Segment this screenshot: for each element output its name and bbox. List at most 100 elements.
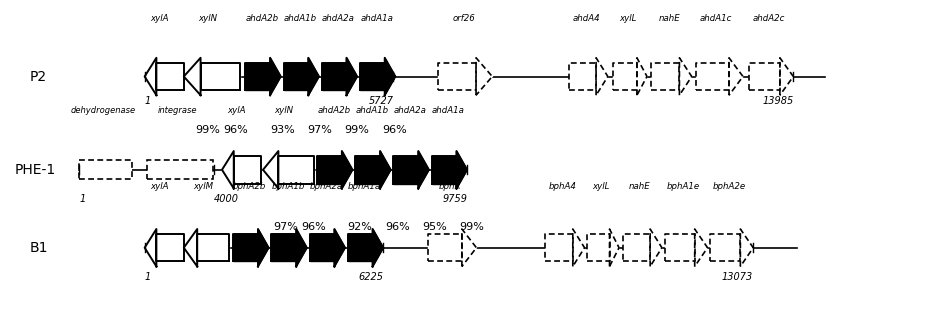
Bar bbox=[80, 160, 131, 179]
Polygon shape bbox=[613, 63, 637, 90]
Bar bbox=[147, 160, 213, 179]
Polygon shape bbox=[588, 234, 610, 261]
Polygon shape bbox=[184, 58, 201, 95]
Polygon shape bbox=[335, 229, 345, 266]
Polygon shape bbox=[321, 63, 346, 90]
Polygon shape bbox=[780, 58, 793, 95]
Text: xylN: xylN bbox=[274, 106, 293, 115]
Polygon shape bbox=[145, 58, 156, 95]
Polygon shape bbox=[432, 156, 456, 183]
Polygon shape bbox=[748, 63, 780, 90]
Polygon shape bbox=[650, 63, 679, 90]
Text: orf26: orf26 bbox=[453, 14, 476, 23]
Polygon shape bbox=[418, 151, 429, 188]
Text: ahdA2a: ahdA2a bbox=[322, 14, 355, 23]
Text: ahdA2b: ahdA2b bbox=[318, 106, 350, 115]
Text: ahdA2b: ahdA2b bbox=[245, 14, 279, 23]
Text: 1: 1 bbox=[145, 96, 151, 106]
Text: 6225: 6225 bbox=[359, 272, 383, 282]
Polygon shape bbox=[546, 234, 573, 261]
Polygon shape bbox=[296, 229, 307, 266]
Polygon shape bbox=[222, 151, 234, 188]
Text: 4000: 4000 bbox=[214, 194, 239, 204]
Polygon shape bbox=[380, 151, 391, 188]
Polygon shape bbox=[694, 229, 708, 266]
Polygon shape bbox=[596, 58, 608, 95]
Text: 99%: 99% bbox=[459, 222, 484, 232]
Polygon shape bbox=[573, 229, 585, 266]
Polygon shape bbox=[569, 63, 596, 90]
Polygon shape bbox=[456, 151, 467, 188]
Polygon shape bbox=[283, 63, 308, 90]
Text: ahdA1c: ahdA1c bbox=[700, 14, 732, 23]
Text: ahdA1a: ahdA1a bbox=[432, 106, 465, 115]
Text: 99%: 99% bbox=[344, 125, 370, 135]
Polygon shape bbox=[729, 58, 743, 95]
Polygon shape bbox=[184, 229, 197, 266]
Polygon shape bbox=[476, 58, 493, 95]
Text: ahdA2c: ahdA2c bbox=[753, 14, 786, 23]
Polygon shape bbox=[234, 156, 262, 183]
Polygon shape bbox=[317, 156, 341, 183]
Text: 1: 1 bbox=[80, 194, 86, 204]
Polygon shape bbox=[258, 229, 268, 266]
Polygon shape bbox=[348, 234, 373, 261]
Polygon shape bbox=[145, 229, 156, 266]
Polygon shape bbox=[610, 229, 619, 266]
Polygon shape bbox=[438, 63, 476, 90]
Text: xylM: xylM bbox=[193, 182, 213, 191]
Text: 9759: 9759 bbox=[442, 194, 467, 204]
Polygon shape bbox=[710, 234, 741, 261]
Polygon shape bbox=[650, 229, 662, 266]
Polygon shape bbox=[310, 234, 335, 261]
Text: B1: B1 bbox=[30, 241, 49, 255]
Text: 96%: 96% bbox=[382, 125, 407, 135]
Text: 5727: 5727 bbox=[368, 96, 394, 106]
Text: 95%: 95% bbox=[422, 222, 447, 232]
Polygon shape bbox=[741, 229, 753, 266]
Text: nahE: nahE bbox=[658, 14, 680, 23]
Polygon shape bbox=[263, 151, 279, 188]
Polygon shape bbox=[428, 234, 462, 261]
Polygon shape bbox=[156, 234, 184, 261]
Text: 99%: 99% bbox=[196, 125, 221, 135]
Polygon shape bbox=[341, 151, 353, 188]
Polygon shape bbox=[270, 58, 281, 95]
Text: 1: 1 bbox=[145, 272, 151, 282]
Polygon shape bbox=[394, 156, 418, 183]
Text: xylA: xylA bbox=[150, 182, 169, 191]
Polygon shape bbox=[696, 63, 729, 90]
Text: PHE-1: PHE-1 bbox=[14, 163, 55, 177]
Text: 96%: 96% bbox=[301, 222, 325, 232]
Text: bphA1b: bphA1b bbox=[271, 182, 305, 191]
Text: xylA: xylA bbox=[150, 14, 169, 23]
Text: bphA4: bphA4 bbox=[548, 182, 576, 191]
Text: ahdA2a: ahdA2a bbox=[394, 106, 427, 115]
Polygon shape bbox=[623, 234, 650, 261]
Polygon shape bbox=[359, 63, 385, 90]
Text: 96%: 96% bbox=[223, 125, 248, 135]
Text: P2: P2 bbox=[30, 70, 48, 84]
Text: bphA1e: bphA1e bbox=[667, 182, 700, 191]
Text: 97%: 97% bbox=[273, 222, 298, 232]
Polygon shape bbox=[156, 63, 184, 90]
Text: nahE: nahE bbox=[629, 182, 650, 191]
Text: 93%: 93% bbox=[270, 125, 295, 135]
Polygon shape bbox=[665, 234, 694, 261]
Text: bphA2b: bphA2b bbox=[232, 182, 265, 191]
Polygon shape bbox=[356, 156, 380, 183]
Text: xylN: xylN bbox=[199, 14, 218, 23]
Polygon shape bbox=[346, 58, 358, 95]
Polygon shape bbox=[279, 156, 314, 183]
Polygon shape bbox=[271, 234, 296, 261]
Text: ahdA1b: ahdA1b bbox=[356, 106, 389, 115]
Polygon shape bbox=[245, 63, 270, 90]
Text: xylA: xylA bbox=[227, 106, 246, 115]
Text: 96%: 96% bbox=[385, 222, 410, 232]
Text: bphR: bphR bbox=[439, 182, 461, 191]
Polygon shape bbox=[462, 229, 476, 266]
Polygon shape bbox=[679, 58, 691, 95]
Text: xylL: xylL bbox=[620, 14, 637, 23]
Text: ahdA4: ahdA4 bbox=[573, 14, 600, 23]
Polygon shape bbox=[197, 234, 228, 261]
